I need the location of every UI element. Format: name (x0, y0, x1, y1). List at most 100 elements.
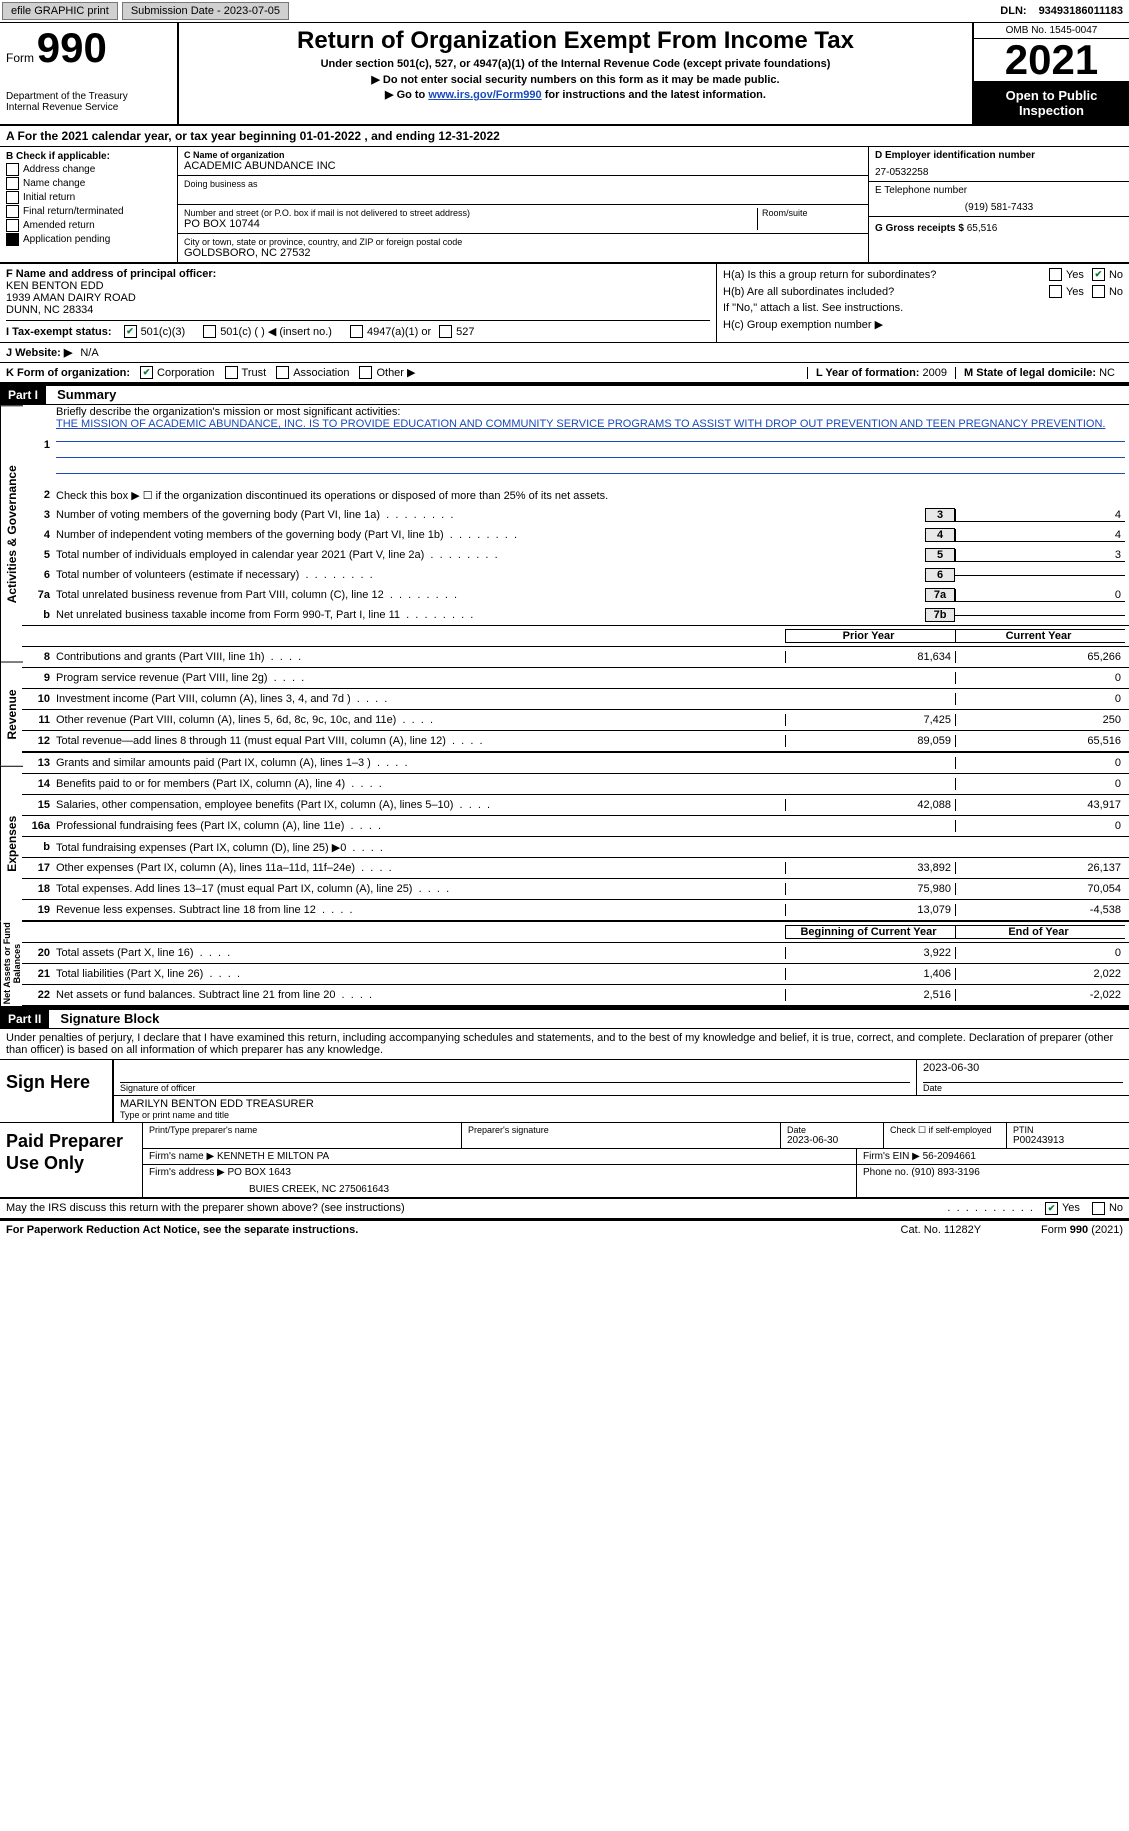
cb-label-5: Application pending (23, 234, 110, 245)
topbar: efile GRAPHIC print Submission Date - 20… (0, 0, 1129, 23)
line-16a: 16aProfessional fundraising fees (Part I… (22, 816, 1129, 837)
part1-body: Activities & Governance Revenue Expenses… (0, 405, 1129, 1008)
addr-value: PO BOX 10744 (184, 218, 757, 230)
group-governance: 1 Briefly describe the organization's mi… (22, 405, 1129, 626)
k-label: K Form of organization: (6, 367, 130, 379)
m-label: M State of legal domicile: (964, 367, 1096, 379)
cb-discuss-yes[interactable]: ✔ (1045, 1202, 1058, 1215)
cb-application-pending[interactable]: Application pending (6, 233, 171, 246)
firm-name-label: Firm's name ▶ (149, 1151, 214, 1162)
cb-hb-no[interactable] (1092, 285, 1105, 298)
header-begin-end: Beginning of Current Year End of Year (22, 922, 1129, 943)
ha-yes: Yes (1066, 269, 1084, 281)
cb-label-4: Amended return (23, 220, 95, 231)
ein-value: 27-0532258 (875, 167, 1123, 178)
addr-label: Number and street (or P.O. box if mail i… (184, 208, 757, 218)
discuss-yes: Yes (1062, 1202, 1080, 1215)
col-prior: Prior Year (785, 629, 955, 643)
col-end: End of Year (955, 925, 1125, 939)
phone-label: E Telephone number (875, 185, 1123, 196)
cb-ha-yes[interactable] (1049, 268, 1062, 281)
cb-label-2: Initial return (23, 192, 75, 203)
gross-cell: G Gross receipts $ 65,516 (869, 217, 1129, 240)
cb-hb-yes[interactable] (1049, 285, 1062, 298)
cb-association[interactable] (276, 366, 289, 379)
pp-date-value: 2023-06-30 (787, 1135, 877, 1146)
cb-final-return[interactable]: Final return/terminated (6, 205, 171, 218)
group-netassets: 20Total assets (Part X, line 16) . . . .… (22, 943, 1129, 1006)
city-value: GOLDSBORO, NC 27532 (184, 247, 862, 259)
section-bcd: B Check if applicable: Address change Na… (0, 147, 1129, 264)
col-h: H(a) Is this a group return for subordin… (717, 264, 1129, 342)
footer-pra: For Paperwork Reduction Act Notice, see … (6, 1224, 358, 1236)
line-21: 21Total liabilities (Part X, line 26) . … (22, 964, 1129, 985)
tab-revenue: Revenue (0, 662, 23, 766)
cb-address-change[interactable]: Address change (6, 163, 171, 176)
cb-discuss-no[interactable] (1092, 1202, 1105, 1215)
gov-line-4: 4Number of independent voting members of… (22, 525, 1129, 545)
pp-sig-label: Preparer's signature (468, 1125, 774, 1135)
cb-4947[interactable] (350, 325, 363, 338)
cb-name-change[interactable]: Name change (6, 177, 171, 190)
open-to-public: Open to Public Inspection (974, 82, 1129, 124)
footer-cat: Cat. No. 11282Y (901, 1224, 982, 1236)
firm-addr1: PO BOX 1643 (228, 1167, 291, 1178)
efile-print-button[interactable]: efile GRAPHIC print (2, 2, 118, 20)
col-f: F Name and address of principal officer:… (0, 264, 717, 342)
col-current: Current Year (955, 629, 1125, 643)
form-title: Return of Organization Exempt From Incom… (185, 27, 966, 55)
discuss-no: No (1109, 1202, 1123, 1215)
f-name: KEN BENTON EDD (6, 280, 710, 292)
line-14: 14Benefits paid to or for members (Part … (22, 774, 1129, 795)
gov-line-b: bNet unrelated business taxable income f… (22, 605, 1129, 625)
i-opt1: 501(c)(3) (141, 326, 186, 338)
part1-badge: Part I (0, 386, 46, 404)
part1-header-row: Part I Summary (0, 384, 1129, 405)
dln-value: 93493186011183 (1033, 3, 1129, 19)
irs-link[interactable]: www.irs.gov/Form990 (428, 89, 541, 101)
firm-name-value: KENNETH E MILTON PA (217, 1151, 329, 1162)
dln-label: DLN: (994, 3, 1032, 19)
row-klm: K Form of organization: ✔Corporation Tru… (0, 363, 1129, 384)
form-subtitle: Under section 501(c), 527, or 4947(a)(1)… (185, 58, 966, 70)
sign-here-row: Sign Here Signature of officer 2023-06-3… (0, 1060, 1129, 1123)
cb-501c[interactable] (203, 325, 216, 338)
j-value: N/A (80, 347, 98, 359)
cb-ha-no[interactable]: ✔ (1092, 268, 1105, 281)
group-revenue: 8Contributions and grants (Part VIII, li… (22, 647, 1129, 753)
cb-trust[interactable] (225, 366, 238, 379)
firm-addr2: BUIES CREEK, NC 275061643 (249, 1184, 850, 1195)
cb-527[interactable] (439, 325, 452, 338)
sig-date-value: 2023-06-30 (923, 1062, 1123, 1083)
paid-preparer-row: Paid Preparer Use Only Print/Type prepar… (0, 1123, 1129, 1198)
i-opt4: 527 (456, 326, 474, 338)
line1-label: Briefly describe the organization's miss… (56, 406, 400, 418)
line-10: 10Investment income (Part VIII, column (… (22, 689, 1129, 710)
ptin-value: P00243913 (1013, 1135, 1123, 1146)
gross-label: G Gross receipts $ (875, 223, 964, 234)
cb-label-1: Name change (23, 178, 85, 189)
phone-value: (919) 581-7433 (875, 202, 1123, 213)
header-prior-current: Prior Year Current Year (22, 626, 1129, 647)
cb-corporation[interactable]: ✔ (140, 366, 153, 379)
cb-501c3[interactable]: ✔ (124, 325, 137, 338)
firm-phone-value: (910) 893-3196 (911, 1167, 979, 1178)
gov-line-3: 3Number of voting members of the governi… (22, 505, 1129, 525)
form-number-box: Form 990 Department of the Treasury Inte… (0, 23, 179, 124)
line-8: 8Contributions and grants (Part VIII, li… (22, 647, 1129, 668)
pp-name-label: Print/Type preparer's name (149, 1125, 455, 1135)
col-d-ein: D Employer identification number 27-0532… (869, 147, 1129, 262)
k-trust: Trust (242, 367, 267, 379)
room-label: Room/suite (762, 208, 862, 218)
j-label: J Website: ▶ (6, 346, 72, 359)
firm-phone-label: Phone no. (863, 1167, 909, 1178)
submission-date-button[interactable]: Submission Date - 2023-07-05 (122, 2, 289, 20)
l-value: 2009 (923, 367, 947, 379)
line-1: 1 Briefly describe the organization's mi… (22, 405, 1129, 485)
cb-initial-return[interactable]: Initial return (6, 191, 171, 204)
h-b-note: If "No," attach a list. See instructions… (723, 302, 1123, 314)
goto-post: for instructions and the latest informat… (545, 89, 766, 101)
cb-amended-return[interactable]: Amended return (6, 219, 171, 232)
cb-other[interactable] (359, 366, 372, 379)
line-18: 18Total expenses. Add lines 13–17 (must … (22, 879, 1129, 900)
